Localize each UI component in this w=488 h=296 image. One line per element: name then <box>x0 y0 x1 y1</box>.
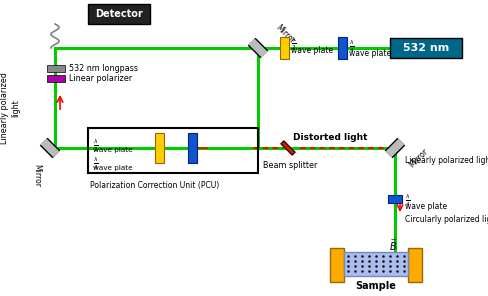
Text: Beam splitter: Beam splitter <box>263 161 317 170</box>
Bar <box>330 248 344 282</box>
Text: wave plate: wave plate <box>405 202 447 211</box>
Bar <box>388 195 402 203</box>
Text: Sample: Sample <box>356 281 396 291</box>
Text: wave plate: wave plate <box>93 165 133 171</box>
Text: Circularly polarized light: Circularly polarized light <box>405 215 488 224</box>
Text: Mirror: Mirror <box>274 23 297 45</box>
Bar <box>338 37 347 59</box>
Text: Mirror: Mirror <box>407 147 429 169</box>
Polygon shape <box>281 141 295 155</box>
Text: $\frac{\lambda}{4}$: $\frac{\lambda}{4}$ <box>349 39 355 55</box>
Bar <box>344 252 408 276</box>
Text: 532 nm: 532 nm <box>403 43 449 53</box>
Bar <box>280 37 289 59</box>
Text: $\frac{\lambda}{2}$: $\frac{\lambda}{2}$ <box>291 36 297 52</box>
Text: 532 nm longpass: 532 nm longpass <box>69 64 138 73</box>
Bar <box>188 133 197 163</box>
Bar <box>155 133 164 163</box>
Text: $\frac{\lambda}{4}$: $\frac{\lambda}{4}$ <box>93 156 99 172</box>
Bar <box>408 248 422 282</box>
Text: Polarization Correction Unit (PCU): Polarization Correction Unit (PCU) <box>90 181 219 190</box>
Bar <box>47 65 65 72</box>
Bar <box>47 75 65 82</box>
Text: Distorted light: Distorted light <box>293 133 367 142</box>
Bar <box>390 38 462 58</box>
Text: $\frac{\lambda}{2}$: $\frac{\lambda}{2}$ <box>93 138 99 155</box>
Text: Linearly polarized
light: Linearly polarized light <box>0 72 20 144</box>
Text: wave plate: wave plate <box>291 46 333 55</box>
Text: Linearly polarized light: Linearly polarized light <box>405 156 488 165</box>
Text: $\frac{\lambda}{4}$: $\frac{\lambda}{4}$ <box>405 193 411 209</box>
Text: wave plate: wave plate <box>93 147 133 153</box>
Text: wave plate: wave plate <box>349 49 391 58</box>
Text: Linear polarizer: Linear polarizer <box>69 74 132 83</box>
Text: $\vec{B}$: $\vec{B}$ <box>389 237 397 253</box>
Text: Detector: Detector <box>95 9 143 19</box>
Bar <box>88 4 150 24</box>
Text: Mirror: Mirror <box>33 164 41 187</box>
Bar <box>88 128 258 173</box>
